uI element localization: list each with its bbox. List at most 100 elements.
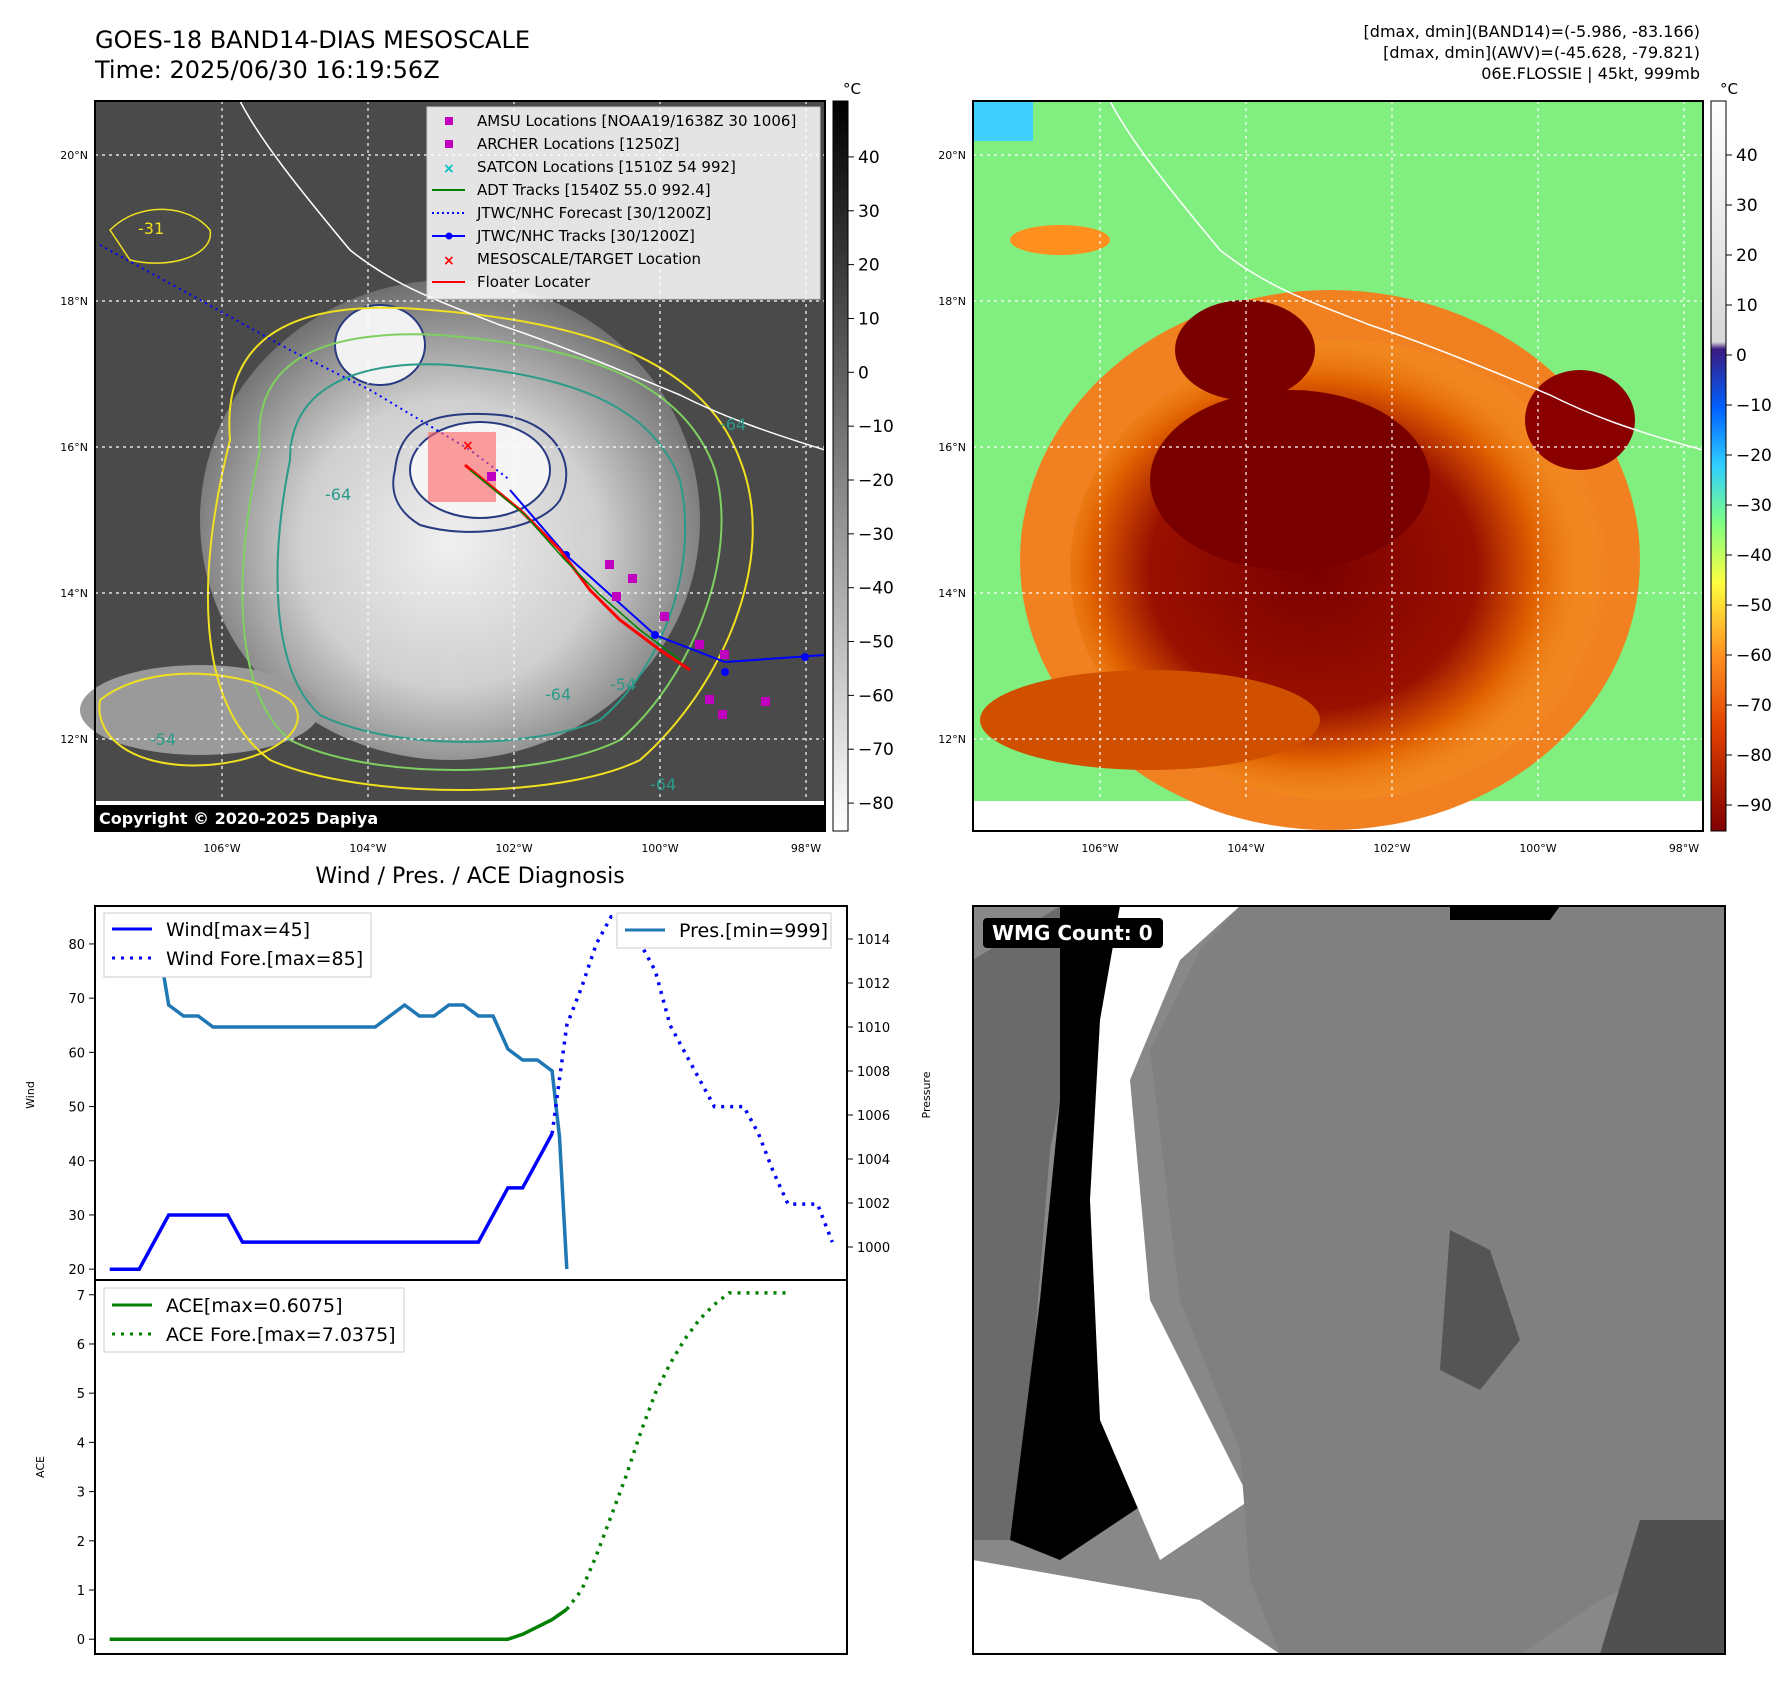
color-map-lon-labels: 106°W 104°W 102°W 100°W 98°W: [1081, 842, 1699, 855]
wind-axis-tick-label: 80: [68, 938, 85, 953]
color-colorbar-tick-label: −10: [1736, 396, 1772, 416]
legend-wind-label: Wind[max=45]: [166, 919, 310, 941]
wmg-frame: [972, 905, 1726, 1655]
legend-wind-fore-label: Wind Fore.[max=85]: [166, 948, 363, 970]
wind-axis-tick-label: 40: [68, 1155, 85, 1170]
color-colorbar-tick-label: −80: [1736, 746, 1772, 766]
gray-colorbar-tick-label: −70: [858, 740, 894, 760]
ir-map-frame: [94, 100, 826, 832]
pressure-axis-tick-label: 1000: [857, 1241, 890, 1256]
wind-axis-tick-label: 20: [68, 1263, 85, 1278]
ace-axis-tick-label: 2: [77, 1535, 85, 1550]
lon-label: 102°W: [495, 842, 532, 855]
color-colorbar-tick-label: −50: [1736, 596, 1772, 616]
color-map: [973, 100, 1704, 831]
gray-colorbar-tick-label: −50: [858, 633, 894, 653]
color-map-frame: [972, 100, 1704, 832]
gray-colorbar-tick-label: −60: [858, 686, 894, 706]
color-colorbar-tick-label: −40: [1736, 546, 1772, 566]
legend-label: SATCON Locations [1510Z 54 992]: [477, 158, 736, 176]
contour-label: -64: [650, 775, 676, 794]
color-colorbar-tick-label: −90: [1736, 796, 1772, 816]
pressure-axis-tick-label: 1010: [857, 1021, 890, 1036]
ace-axis-tick-label: 7: [77, 1289, 85, 1304]
contour-label: -64: [545, 685, 571, 704]
ace-axis-label: ACE: [34, 1456, 47, 1478]
contour-label: -54: [610, 675, 636, 694]
gray-colorbar-tick-label: −80: [858, 794, 894, 814]
copyright-text: Copyright © 2020-2025 Dapiya: [99, 809, 378, 828]
legend-marker-satcon: ×: [443, 161, 455, 177]
color-colorbar-tick-label: 10: [1736, 296, 1758, 316]
ir-map-lat-labels: 20°N 18°N 16°N 14°N 12°N: [60, 149, 88, 746]
contour-label: -31: [138, 219, 164, 238]
wind-axis-label: Wind: [24, 1081, 37, 1109]
lon-label: 100°W: [641, 842, 678, 855]
header-time: Time: 2025/06/30 16:19:56Z: [95, 56, 440, 84]
color-colorbar-tick-label: 40: [1736, 146, 1758, 166]
pressure-series-line: [109, 915, 569, 1270]
pressure-axis-tick-label: 1008: [857, 1065, 890, 1080]
color-colorbar-tick-label: 30: [1736, 196, 1758, 216]
gray-colorbar-tick-label: 20: [858, 256, 880, 276]
gray-colorbar-tick-label: 40: [858, 148, 880, 168]
header-title: GOES-18 BAND14-DIAS MESOSCALE: [95, 26, 531, 54]
color-colorbar-tick-label: 0: [1736, 346, 1747, 366]
colorbar-unit: °C: [1720, 80, 1738, 98]
diag-title: Wind / Pres. / ACE Diagnosis: [315, 864, 625, 889]
contour-label: -54: [150, 730, 176, 749]
pressure-axis-tick-label: 1012: [857, 977, 890, 992]
map-legend: × × AMSU Locations [NOAA19/1638Z 30 1006…: [426, 106, 821, 300]
contour-labels: -31 -64 -54 -64 -64 -64 -54: [138, 219, 746, 794]
legend-label: Floater Locater: [477, 273, 591, 291]
lat-label: 14°N: [60, 587, 88, 600]
wind-axis-tick-label: 50: [68, 1101, 85, 1116]
color-colorbar-tick-label: 20: [1736, 246, 1758, 266]
lon-label: 104°W: [1227, 842, 1264, 855]
gray-colorbar-tick-label: 30: [858, 202, 880, 222]
lat-label: 18°N: [938, 295, 966, 308]
lat-label: 20°N: [938, 149, 966, 162]
legend-label: JTWC/NHC Tracks [30/1200Z]: [476, 227, 695, 245]
color-colorbar-tick-label: −70: [1736, 696, 1772, 716]
colorbar-unit: °C: [843, 80, 861, 98]
ace-axis-tick-label: 3: [77, 1486, 85, 1501]
lat-label: 12°N: [938, 733, 966, 746]
color-colorbar-tick-label: −30: [1736, 496, 1772, 516]
wind-forecast-series-line: [550, 915, 834, 1243]
ace-legend: ACE[max=0.6075] ACE Fore.[max=7.0375]: [103, 1287, 405, 1353]
contour-label: -64: [720, 415, 746, 434]
lat-label: 16°N: [60, 441, 88, 454]
lon-label: 102°W: [1373, 842, 1410, 855]
legend-ace-label: ACE[max=0.6075]: [166, 1295, 343, 1317]
legend-marker-mesoscale: ×: [443, 253, 455, 269]
legend-pressure-label: Pres.[min=999]: [679, 920, 828, 942]
ace-axis-tick-label: 4: [77, 1436, 85, 1451]
wmg-panel: [973, 906, 1725, 1654]
pressure-legend: Pres.[min=999]: [616, 912, 832, 949]
gray-colorbar-tick-label: −20: [858, 471, 894, 491]
lon-label: 98°W: [791, 842, 821, 855]
header-stats-awv: [dmax, dmin](AWV)=(-45.628, -79.821): [1383, 43, 1700, 62]
wmg-count-label: WMG Count: 0: [992, 921, 1153, 945]
contour-label: -64: [325, 485, 351, 504]
gray-colorbar-tick-label: 10: [858, 309, 880, 329]
legend-label: ARCHER Locations [1250Z]: [477, 135, 680, 153]
legend-ace-fore-label: ACE Fore.[max=7.0375]: [166, 1324, 396, 1346]
legend-label: ADT Tracks [1540Z 55.0 992.4]: [477, 181, 711, 199]
legend-marker-archer: [445, 140, 453, 148]
pressure-axis-tick-label: 1004: [857, 1153, 890, 1168]
color-colorbar-tick-label: −60: [1736, 646, 1772, 666]
color-map-lat-labels: 20°N 18°N 16°N 14°N 12°N: [938, 149, 966, 746]
color-colorbar: °C 40 30 20 10 0 −10 −20 −30 −40 −50 −60 −70 −80 −90: [1710, 80, 1772, 832]
ace-axis-tick-label: 5: [77, 1387, 85, 1402]
pressure-axis-label: Pressure: [920, 1071, 933, 1118]
wind-axis-tick-label: 70: [68, 992, 85, 1007]
ace-axis-tick-label: 6: [77, 1338, 85, 1353]
wind-series-line: [109, 1132, 554, 1271]
svg-text:×: ×: [462, 438, 474, 454]
ir-map-lon-labels: 106°W 104°W 102°W 100°W 98°W: [203, 842, 821, 855]
header-storm-info: 06E.FLOSSIE | 45kt, 999mb: [1481, 64, 1700, 83]
gray-colorbar-tick-label: −40: [858, 579, 894, 599]
